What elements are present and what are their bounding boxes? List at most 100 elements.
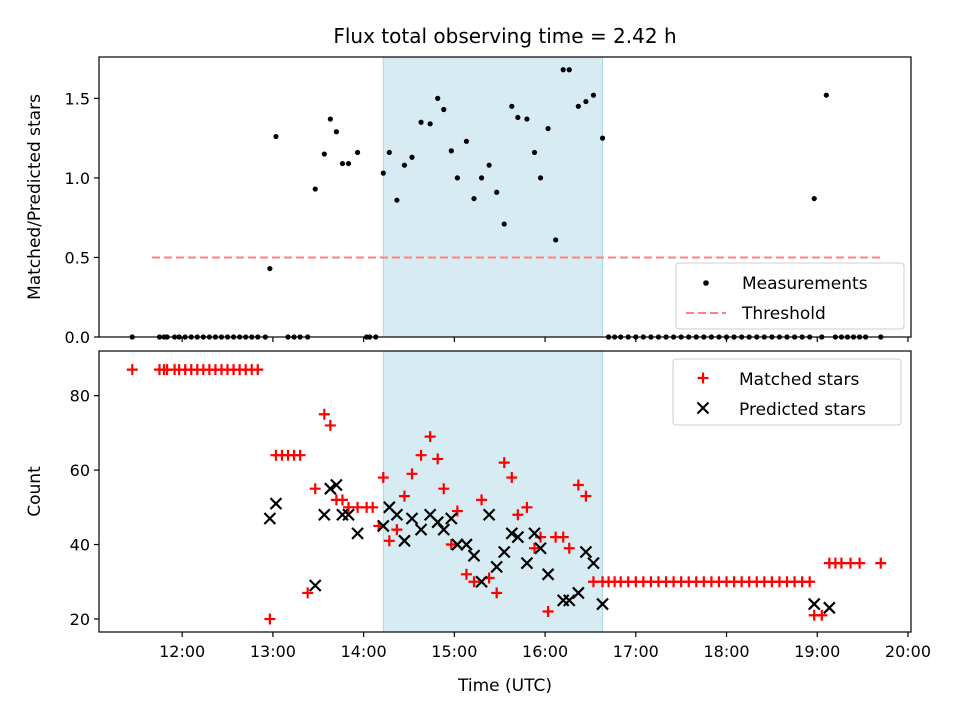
data-point xyxy=(563,542,575,554)
data-point xyxy=(854,557,866,569)
legend-label: Measurements xyxy=(742,274,868,294)
x-axis-label: Time (UTC) xyxy=(457,676,552,696)
data-point xyxy=(376,519,390,533)
data-point xyxy=(318,508,331,522)
data-point xyxy=(267,265,273,272)
data-point xyxy=(418,119,424,125)
data-point xyxy=(435,95,441,101)
data-point xyxy=(269,497,283,510)
data-point xyxy=(448,148,454,154)
data-point xyxy=(498,457,510,469)
data-point xyxy=(354,149,361,156)
data-point xyxy=(126,364,138,376)
data-point xyxy=(321,151,327,157)
data-point xyxy=(579,545,593,559)
x-tick-label: 16:00 xyxy=(522,642,568,661)
data-point xyxy=(476,494,488,506)
data-point xyxy=(406,468,418,480)
data-point xyxy=(339,160,346,167)
data-point xyxy=(391,524,403,536)
data-point xyxy=(386,149,392,156)
data-point xyxy=(460,538,473,551)
data-point xyxy=(471,195,477,202)
data-point xyxy=(482,508,496,522)
y-axis-label: Count xyxy=(25,466,45,517)
data-point xyxy=(528,527,541,540)
data-point xyxy=(497,545,511,559)
data-point xyxy=(380,170,386,176)
legend-label: Threshold xyxy=(741,304,826,324)
data-point xyxy=(333,129,340,135)
data-point xyxy=(520,556,534,570)
shaded-interval xyxy=(382,350,604,633)
data-point xyxy=(324,482,337,495)
data-point xyxy=(394,197,400,203)
axes-frame xyxy=(98,56,912,338)
data-point xyxy=(823,601,836,615)
x-tick-label: 17:00 xyxy=(613,642,659,661)
data-point xyxy=(445,512,458,525)
data-point xyxy=(401,162,408,168)
data-point xyxy=(438,483,450,495)
data-point xyxy=(542,606,554,618)
data-point xyxy=(557,531,569,543)
data-point xyxy=(572,479,584,491)
data-point xyxy=(424,431,436,443)
series-predicted-stars xyxy=(263,478,836,615)
data-point xyxy=(524,116,530,122)
x-tick-label: 19:00 xyxy=(794,642,840,661)
data-point xyxy=(252,364,264,376)
data-point xyxy=(367,501,379,513)
data-point xyxy=(390,508,404,522)
data-point xyxy=(454,175,460,181)
data-point xyxy=(467,549,481,562)
data-point xyxy=(463,138,470,144)
x-tick-label: 14:00 xyxy=(341,642,387,661)
x-tick-label: 20:00 xyxy=(885,642,931,661)
data-point xyxy=(309,483,321,495)
data-point xyxy=(351,527,364,540)
data-point xyxy=(468,576,480,588)
top-panel: 0.0 0.5 1.0 1.5 Matched/Predicted stars Flux … xyxy=(25,24,912,347)
legend-box xyxy=(675,262,905,330)
data-point xyxy=(590,92,597,98)
data-point xyxy=(553,237,559,243)
data-point xyxy=(451,538,464,551)
x-tick-label: 13:00 xyxy=(250,642,296,661)
data-point xyxy=(501,221,507,227)
data-point xyxy=(342,508,355,522)
data-point xyxy=(521,501,533,513)
data-point xyxy=(804,576,816,588)
data-point xyxy=(432,453,444,465)
legend-swatch xyxy=(696,401,710,415)
data-point xyxy=(324,419,336,431)
data-point xyxy=(823,92,829,98)
data-point xyxy=(415,449,427,461)
data-point xyxy=(512,509,524,521)
y-tick-label: 0.0 xyxy=(65,328,90,347)
data-point xyxy=(318,408,330,420)
data-point xyxy=(312,186,318,192)
legend: Matched stars Predicted stars xyxy=(672,358,902,426)
data-point xyxy=(515,114,521,121)
data-point xyxy=(506,472,518,484)
data-point xyxy=(575,103,581,109)
y-tick-label: 1.0 xyxy=(65,169,90,188)
y-tick-label: 1.5 xyxy=(65,89,90,108)
data-point xyxy=(490,560,503,574)
y-tick-label: 0.5 xyxy=(65,248,90,267)
data-point xyxy=(327,116,333,122)
data-point xyxy=(377,472,389,484)
data-point xyxy=(486,162,492,168)
data-point xyxy=(409,154,415,160)
data-point xyxy=(531,149,538,156)
legend: Measurements Threshold xyxy=(675,262,905,330)
data-point xyxy=(572,586,585,600)
data-point xyxy=(566,67,572,73)
y-tick-label: 20 xyxy=(70,610,90,629)
data-point xyxy=(811,195,817,202)
data-point xyxy=(541,568,555,581)
data-point xyxy=(528,542,540,554)
data-point xyxy=(583,98,589,105)
